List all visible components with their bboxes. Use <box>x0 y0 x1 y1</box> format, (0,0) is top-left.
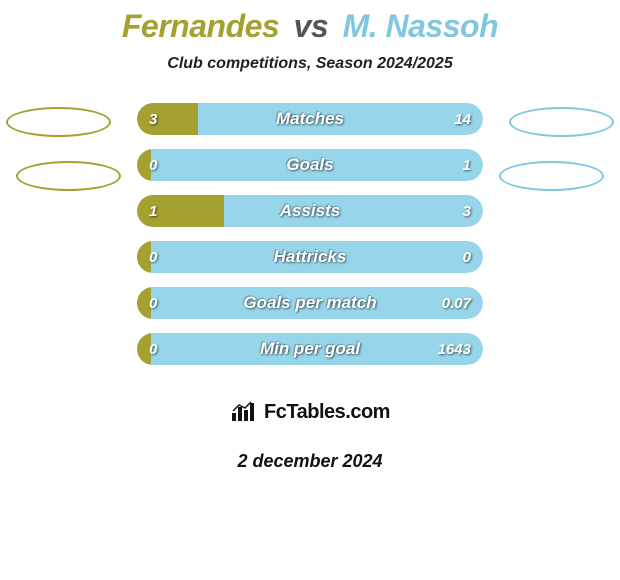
stat-bar-right <box>137 287 483 319</box>
stat-bar-left <box>137 287 151 319</box>
player1-name: Fernandes <box>122 8 279 44</box>
subtitle: Club competitions, Season 2024/2025 <box>0 55 620 73</box>
stat-bar-left <box>137 103 198 135</box>
stat-bar-left <box>137 333 151 365</box>
stat-bar: 01Goals <box>137 149 483 181</box>
player2-chip-icon <box>509 107 614 137</box>
stat-bar-right <box>137 241 483 273</box>
page-title: Fernandes vs M. Nassoh <box>0 0 620 45</box>
date-label: 2 december 2024 <box>0 451 620 472</box>
stat-bar-left <box>137 195 224 227</box>
stat-bar-right <box>137 149 483 181</box>
stat-bar: 00Hattricks <box>137 241 483 273</box>
stat-bar: 01643Min per goal <box>137 333 483 365</box>
stat-bar: 13Assists <box>137 195 483 227</box>
stat-bar-left <box>137 149 151 181</box>
player2-chip-icon <box>499 161 604 191</box>
chart-icon <box>230 401 258 423</box>
stat-bar-left <box>137 241 151 273</box>
stat-bar-right <box>137 333 483 365</box>
stat-bar: 00.07Goals per match <box>137 287 483 319</box>
player2-name: M. Nassoh <box>343 8 499 44</box>
logo: FcTables.com <box>207 387 413 437</box>
player1-chip-icon <box>16 161 121 191</box>
stat-bars-container: 314Matches 01Goals 13Assists 00Hattricks 00.… <box>137 103 483 365</box>
player1-chip-icon <box>6 107 111 137</box>
vs-label: vs <box>288 8 335 44</box>
stat-bar: 314Matches <box>137 103 483 135</box>
comparison-chart: 314Matches 01Goals 13Assists 00Hattricks 00.… <box>0 103 620 365</box>
logo-text: FcTables.com <box>264 401 390 424</box>
